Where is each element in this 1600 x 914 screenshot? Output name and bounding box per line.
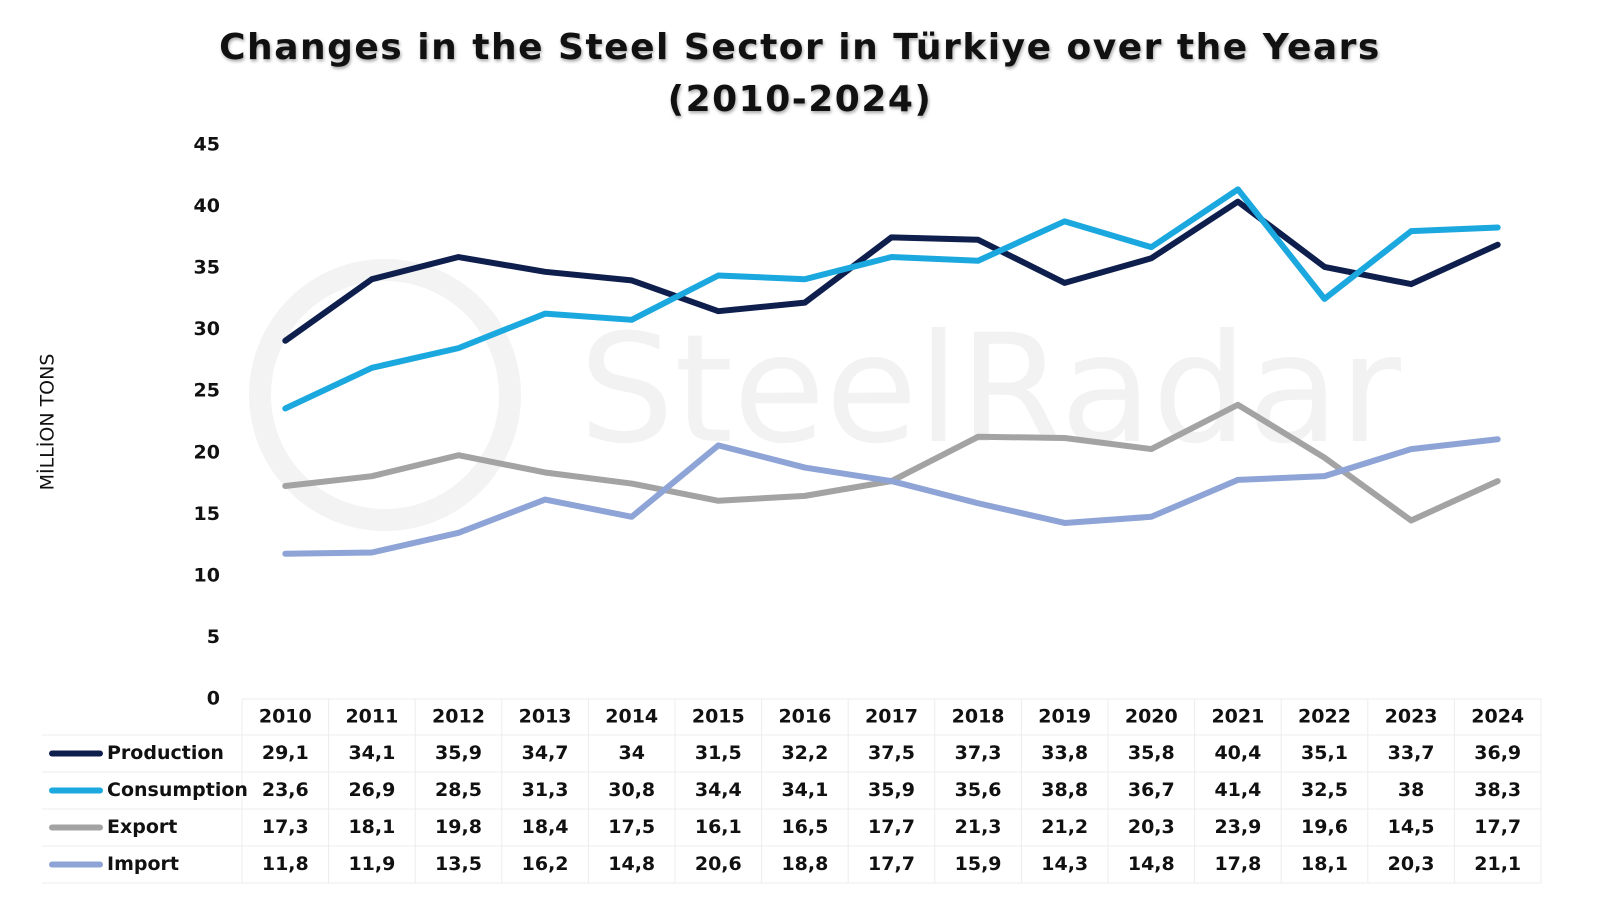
table-value: 34,7 bbox=[522, 742, 569, 764]
table-value: 19,6 bbox=[1301, 816, 1348, 838]
table-value: 33,7 bbox=[1388, 742, 1435, 764]
table-value: 14,8 bbox=[1128, 853, 1175, 875]
table-value: 17,7 bbox=[1474, 816, 1521, 838]
x-tick-label: 2022 bbox=[1298, 706, 1351, 728]
legend-label: Consumption bbox=[107, 779, 248, 801]
table-value: 18,1 bbox=[348, 816, 395, 838]
x-tick-label: 2018 bbox=[952, 706, 1005, 728]
x-tick-label: 2010 bbox=[259, 706, 312, 728]
table-value: 35,6 bbox=[955, 779, 1002, 801]
table-value: 41,4 bbox=[1214, 779, 1261, 801]
table-value: 36,7 bbox=[1128, 779, 1175, 801]
table-value: 18,4 bbox=[522, 816, 569, 838]
series-line bbox=[282, 198, 1501, 344]
table-value: 14,3 bbox=[1041, 853, 1088, 875]
table-value: 33,8 bbox=[1041, 742, 1088, 764]
table-value: 11,8 bbox=[262, 853, 309, 875]
y-tick-label: 25 bbox=[194, 380, 220, 402]
y-tick-label: 15 bbox=[194, 503, 220, 525]
table-value: 13,5 bbox=[435, 853, 482, 875]
legend-label: Production bbox=[107, 742, 224, 764]
table-value: 34,1 bbox=[348, 742, 395, 764]
y-axis-label: MİLLİON TONS bbox=[36, 354, 59, 491]
x-tick-label: 2023 bbox=[1385, 706, 1438, 728]
table-value: 11,9 bbox=[348, 853, 395, 875]
table-value: 23,9 bbox=[1214, 816, 1261, 838]
x-tick-label: 2015 bbox=[692, 706, 745, 728]
table-value: 14,8 bbox=[608, 853, 655, 875]
x-tick-label: 2019 bbox=[1038, 706, 1091, 728]
x-tick-label: 2020 bbox=[1125, 706, 1178, 728]
x-tick-label: 2016 bbox=[778, 706, 831, 728]
table-value: 17,3 bbox=[262, 816, 309, 838]
table-value: 18,1 bbox=[1301, 853, 1348, 875]
table-value: 31,5 bbox=[695, 742, 742, 764]
table-value: 30,8 bbox=[608, 779, 655, 801]
x-tick-label: 2012 bbox=[432, 706, 485, 728]
table-value: 32,5 bbox=[1301, 779, 1348, 801]
legend-label: Import bbox=[107, 853, 179, 875]
table-value: 35,9 bbox=[435, 742, 482, 764]
table-value: 37,3 bbox=[955, 742, 1002, 764]
x-tick-label: 2014 bbox=[605, 706, 658, 728]
table-value: 40,4 bbox=[1214, 742, 1261, 764]
table-value: 16,1 bbox=[695, 816, 742, 838]
chart-title: Changes in the Steel Sector in Türkiye o… bbox=[219, 27, 1381, 120]
table-value: 21,2 bbox=[1041, 816, 1088, 838]
table-value: 32,2 bbox=[781, 742, 828, 764]
x-tick-label: 2013 bbox=[519, 706, 572, 728]
table-value: 26,9 bbox=[348, 779, 395, 801]
watermark: SteelRadar bbox=[579, 303, 1401, 477]
table-value: 37,5 bbox=[868, 742, 915, 764]
table-value: 17,7 bbox=[868, 816, 915, 838]
table-value: 34,1 bbox=[781, 779, 828, 801]
y-tick-label: 40 bbox=[194, 195, 220, 217]
y-tick-label: 10 bbox=[194, 564, 220, 586]
table-value: 35,9 bbox=[868, 779, 915, 801]
table-value: 29,1 bbox=[262, 742, 309, 764]
table-value: 28,5 bbox=[435, 779, 482, 801]
table-value: 38,3 bbox=[1474, 779, 1521, 801]
table-value: 16,2 bbox=[522, 853, 569, 875]
series-line bbox=[282, 186, 1501, 412]
y-tick-label: 30 bbox=[194, 318, 220, 340]
table-value: 31,3 bbox=[522, 779, 569, 801]
y-tick-label: 5 bbox=[207, 626, 220, 648]
watermark-logo bbox=[249, 259, 521, 531]
table-value: 16,5 bbox=[781, 816, 828, 838]
table-value: 20,3 bbox=[1388, 853, 1435, 875]
table-value: 35,8 bbox=[1128, 742, 1175, 764]
table-value: 21,3 bbox=[955, 816, 1002, 838]
table-value: 14,5 bbox=[1388, 816, 1435, 838]
table-value: 15,9 bbox=[955, 853, 1002, 875]
y-tick-label: 45 bbox=[194, 134, 220, 156]
table-value: 38,8 bbox=[1041, 779, 1088, 801]
x-tick-label: 2021 bbox=[1211, 706, 1264, 728]
table-value: 34 bbox=[618, 742, 644, 764]
x-tick-label: 2017 bbox=[865, 706, 918, 728]
y-tick-label: 0 bbox=[207, 688, 220, 710]
table-value: 23,6 bbox=[262, 779, 309, 801]
table-value: 34,4 bbox=[695, 779, 742, 801]
table-value: 35,1 bbox=[1301, 742, 1348, 764]
table-value: 18,8 bbox=[781, 853, 828, 875]
legend-label: Export bbox=[107, 816, 177, 838]
table-value: 17,8 bbox=[1214, 853, 1261, 875]
x-tick-label: 2011 bbox=[345, 706, 398, 728]
table-value: 38 bbox=[1398, 779, 1424, 801]
table-value: 17,5 bbox=[608, 816, 655, 838]
series-line bbox=[282, 436, 1501, 557]
x-tick-label: 2024 bbox=[1471, 706, 1524, 728]
table-value: 19,8 bbox=[435, 816, 482, 838]
table-value: 36,9 bbox=[1474, 742, 1521, 764]
table-value: 17,7 bbox=[868, 853, 915, 875]
y-tick-label: 35 bbox=[194, 257, 220, 279]
table-value: 20,3 bbox=[1128, 816, 1175, 838]
table-value: 21,1 bbox=[1474, 853, 1521, 875]
y-tick-label: 20 bbox=[194, 441, 220, 463]
table-value: 20,6 bbox=[695, 853, 742, 875]
